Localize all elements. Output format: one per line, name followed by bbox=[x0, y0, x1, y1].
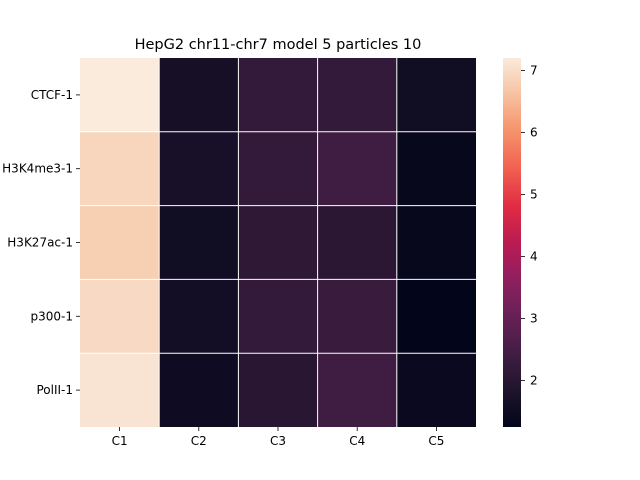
y-axis: CTCF-1 H3K4me3-1 H3K27ac-1 p300-1 PolII-1 bbox=[2, 88, 80, 397]
heatmap-cell-H3K27ac-1-C5 bbox=[396, 205, 476, 280]
y-tick-label: PolII-1 bbox=[36, 383, 73, 397]
heatmap-cell-CTCF-1-C4 bbox=[317, 58, 397, 132]
colorbar-tick-label: 4 bbox=[530, 249, 538, 263]
heatmap-cell-H3K27ac-1-C4 bbox=[317, 205, 397, 280]
heatmap-cell-CTCF-1-C5 bbox=[396, 58, 476, 132]
x-tick-label: C1 bbox=[112, 434, 128, 448]
heatmap-cells bbox=[80, 58, 476, 427]
colorbar-tick-label: 5 bbox=[530, 187, 538, 201]
heatmap-cell-p300-1-C5 bbox=[396, 279, 476, 354]
heatmap-cell-p300-1-C4 bbox=[317, 279, 397, 354]
colorbar-tick-label: 7 bbox=[530, 63, 538, 77]
heatmap-cell-H3K4me3-1-C4 bbox=[317, 131, 397, 206]
heatmap-cell-PolII-1-C2 bbox=[159, 353, 239, 427]
heatmap-cell-H3K4me3-1-C3 bbox=[238, 131, 318, 206]
heatmap-cell-p300-1-C1 bbox=[80, 279, 160, 354]
x-tick-label: C3 bbox=[270, 434, 286, 448]
heatmap-cell-H3K4me3-1-C2 bbox=[159, 131, 239, 206]
heatmap-cell-CTCF-1-C3 bbox=[238, 58, 318, 132]
colorbar-tick-label: 6 bbox=[530, 125, 538, 139]
heatmap-cell-PolII-1-C3 bbox=[238, 353, 318, 427]
heatmap-cell-H3K27ac-1-C2 bbox=[159, 205, 239, 280]
heatmap-cell-PolII-1-C1 bbox=[80, 353, 160, 427]
y-tick-label: CTCF-1 bbox=[31, 88, 73, 102]
heatmap-cell-p300-1-C3 bbox=[238, 279, 318, 354]
x-axis: C1 C2 C3 C4 C5 bbox=[112, 427, 444, 448]
heatmap-cell-PolII-1-C5 bbox=[396, 353, 476, 427]
heatmap-cell-CTCF-1-C1 bbox=[80, 58, 160, 132]
heatmap-cell-CTCF-1-C2 bbox=[159, 58, 239, 132]
heatmap-gridlines bbox=[80, 58, 476, 427]
x-tick-label: C4 bbox=[349, 434, 365, 448]
colorbar-tick-label: 3 bbox=[530, 311, 538, 325]
chart-title: HepG2 chr11-chr7 model 5 particles 10 bbox=[135, 37, 422, 53]
x-tick-label: C5 bbox=[428, 434, 444, 448]
heatmap-cell-H3K4me3-1-C5 bbox=[396, 131, 476, 206]
heatmap-cell-p300-1-C2 bbox=[159, 279, 239, 354]
y-tick-label: p300-1 bbox=[31, 309, 74, 323]
colorbar-gradient bbox=[503, 58, 521, 427]
colorbar: 2 3 4 5 6 7 bbox=[503, 58, 538, 427]
x-tick-label: C2 bbox=[191, 434, 207, 448]
y-tick-label: H3K4me3-1 bbox=[2, 162, 73, 176]
heatmap-cell-H3K4me3-1-C1 bbox=[80, 131, 160, 206]
heatmap-cell-H3K27ac-1-C3 bbox=[238, 205, 318, 280]
y-tick-label: H3K27ac-1 bbox=[7, 236, 73, 250]
heatmap-cell-PolII-1-C4 bbox=[317, 353, 397, 427]
colorbar-tick-label: 2 bbox=[530, 373, 538, 387]
heatmap-cell-H3K27ac-1-C1 bbox=[80, 205, 160, 280]
